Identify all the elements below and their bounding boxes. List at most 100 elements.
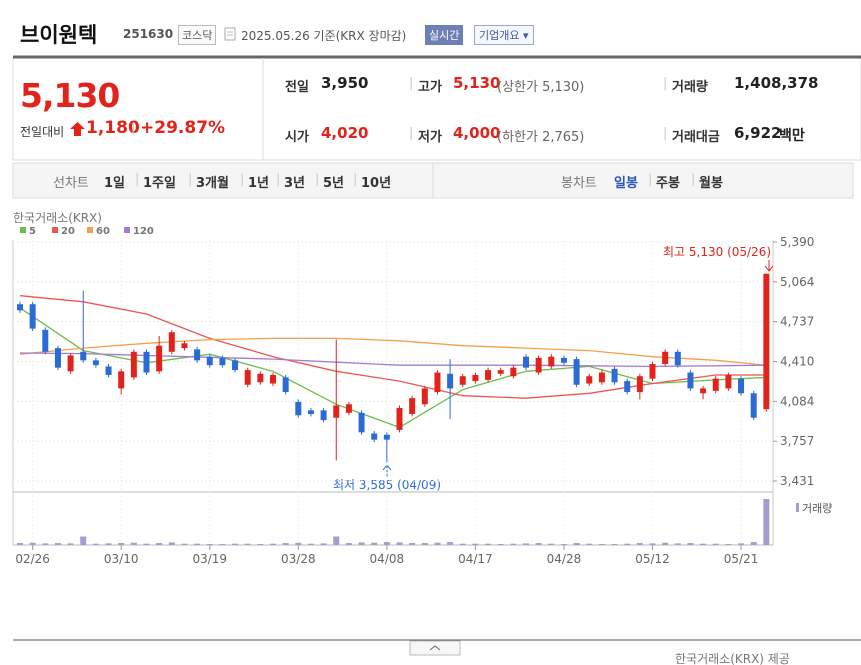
legend-swatch (87, 227, 93, 233)
y-tick-label: 4,084 (780, 394, 814, 408)
volume-bar (485, 543, 492, 545)
candle-body (687, 372, 694, 389)
volume-bar (523, 543, 529, 545)
stat-separator: | (409, 126, 414, 141)
candle-body (611, 368, 618, 383)
candle-body (447, 373, 454, 389)
candle-body (725, 374, 732, 389)
tab-separator: | (353, 172, 358, 187)
candle-body (459, 376, 466, 385)
stat-label: 전일 (285, 80, 309, 95)
volume-legend-swatch (796, 503, 799, 512)
candle-body (168, 332, 175, 352)
candle-body (345, 404, 352, 413)
stat-label: 고가 (418, 80, 442, 95)
volume-bar (143, 543, 150, 545)
tab[interactable]: 1년 (248, 176, 270, 191)
x-tick-label: 03/28 (281, 552, 316, 566)
change-rate: +29.87% (140, 118, 226, 138)
candle-body (358, 412, 365, 433)
candle-body (307, 410, 314, 415)
ma-line (19, 337, 767, 366)
realtime-button[interactable]: 실시간 (425, 25, 464, 45)
candle-body (560, 357, 567, 363)
volume-bar (763, 499, 770, 545)
candle-body (270, 374, 276, 384)
volume-bar (535, 543, 542, 545)
candle-body (295, 401, 302, 416)
tab[interactable]: 3년 (284, 176, 306, 191)
candle-body (244, 370, 251, 385)
candle-body (143, 351, 150, 373)
candle-body (586, 376, 593, 384)
volume-bar (497, 544, 504, 545)
candle-body (738, 378, 745, 394)
legend-swatch (124, 227, 130, 233)
volume-bar (573, 543, 580, 545)
candle-body (763, 273, 770, 410)
candle-body (118, 371, 125, 389)
candle-body (497, 370, 504, 374)
tab[interactable]: 일봉 (614, 176, 638, 191)
stock-name: 브이원텍 (20, 23, 98, 47)
stat-value: 3,950 (321, 74, 369, 92)
volume-bar (118, 543, 125, 545)
volume-bar (371, 542, 378, 545)
up-icon (70, 122, 85, 136)
candle-body (194, 349, 201, 361)
volume-bar (130, 542, 137, 545)
volume-bar (598, 544, 605, 545)
candle-body (396, 407, 403, 430)
candle-body (257, 373, 264, 383)
x-tick-label: 04/17 (458, 552, 493, 566)
tab-separator: | (648, 172, 653, 187)
volume-bar (472, 543, 479, 545)
high-annotation: 최고 5,130 (05/26) (663, 245, 771, 259)
volume-bar (687, 543, 694, 545)
volume-bar (725, 544, 732, 545)
volume-bar (307, 543, 314, 545)
volume-bar (358, 542, 365, 545)
tab[interactable]: 주봉 (656, 176, 680, 191)
volume-bar (168, 542, 175, 545)
volume-bar (181, 543, 188, 545)
doc-icon (224, 27, 236, 41)
volume-bar (662, 542, 669, 545)
candle-body (29, 304, 36, 329)
candle-body (624, 381, 631, 393)
tab[interactable]: 10년 (361, 176, 392, 191)
tab[interactable]: 1주일 (143, 176, 176, 191)
stat-label: 거래대금 (672, 130, 720, 145)
tab-separator: | (135, 172, 140, 187)
tab-heading: 봉차트 (561, 176, 597, 191)
change: 1,180 (86, 118, 140, 138)
volume-bar (700, 543, 707, 545)
candle-body (700, 388, 707, 394)
x-tick-label: 04/28 (547, 552, 582, 566)
candle-body (67, 355, 74, 372)
volume-bar (105, 543, 112, 545)
change-label: 전일대비 (20, 125, 65, 139)
legend-label: 60 (96, 226, 110, 237)
ma-line (19, 295, 767, 399)
candle-body (485, 370, 492, 380)
volume-bar (29, 542, 36, 545)
volume-bar (624, 543, 631, 545)
tab-separator: | (315, 172, 320, 187)
tab[interactable]: 5년 (323, 176, 345, 191)
tab[interactable]: 1일 (104, 176, 126, 191)
volume-bar (42, 543, 49, 545)
company-info-button[interactable]: 기업개요 ▾ (474, 25, 534, 45)
tab[interactable]: 3개월 (196, 176, 229, 191)
volume-bar (383, 542, 390, 545)
candle-body (206, 356, 213, 366)
volume-bar (345, 543, 352, 545)
stat-unit: 백만 (779, 128, 805, 144)
candle-body (54, 348, 61, 368)
tab-separator: | (276, 172, 281, 187)
toggle-button[interactable] (409, 640, 461, 656)
volume-bar (232, 543, 239, 545)
candle-body (636, 376, 643, 393)
tab[interactable]: 월봉 (699, 176, 723, 191)
